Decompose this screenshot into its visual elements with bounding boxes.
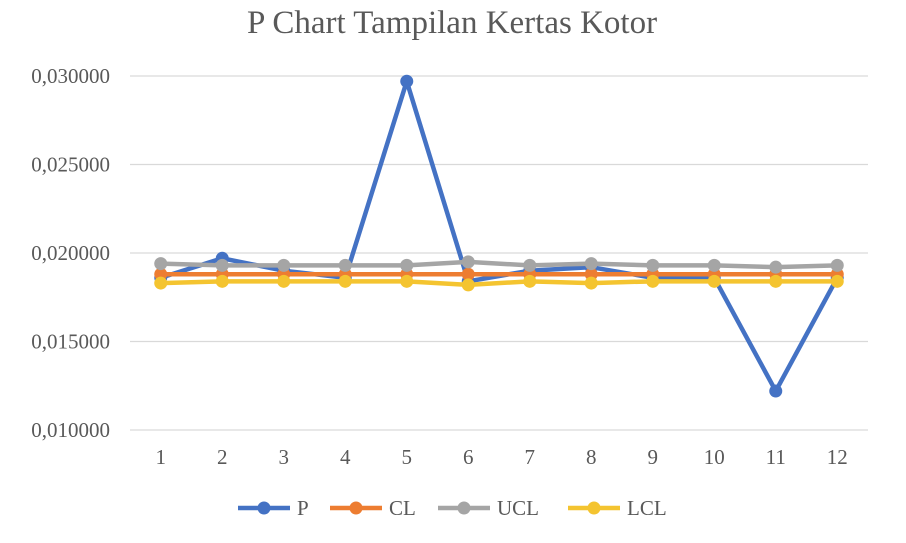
- data-point-lcl: [830, 274, 844, 288]
- data-point-ucl: [461, 255, 475, 269]
- data-point-lcl: [154, 276, 168, 290]
- data-point-cl: [461, 267, 475, 281]
- y-tick-label: 0,025000: [31, 153, 110, 177]
- data-point-ucl: [400, 258, 414, 272]
- legend-swatch-marker: [587, 501, 601, 515]
- data-point-p: [769, 384, 783, 398]
- data-point-ucl: [154, 257, 168, 271]
- x-tick-label: 6: [463, 445, 474, 469]
- x-tick-label: 4: [340, 445, 351, 469]
- series-ucl: [154, 255, 844, 274]
- data-point-lcl: [646, 274, 660, 288]
- legend-swatch-marker: [257, 501, 271, 515]
- data-point-ucl: [707, 258, 721, 272]
- legend-item-lcl: LCL: [568, 496, 667, 520]
- data-point-ucl: [769, 260, 783, 274]
- data-point-ucl: [215, 258, 229, 272]
- series-lcl: [154, 274, 844, 292]
- x-tick-label: 5: [402, 445, 413, 469]
- legend-item-ucl: UCL: [438, 496, 539, 520]
- x-tick-label: 7: [525, 445, 536, 469]
- y-tick-label: 0,020000: [31, 241, 110, 265]
- data-point-lcl: [338, 274, 352, 288]
- legend-label: LCL: [627, 496, 667, 520]
- legend-label: UCL: [497, 496, 539, 520]
- series-line-p: [158, 79, 840, 394]
- data-point-lcl: [215, 274, 229, 288]
- series-line-ucl: [158, 259, 840, 270]
- data-point-ucl: [338, 258, 352, 272]
- data-point-ucl: [646, 258, 660, 272]
- legend-label: CL: [389, 496, 416, 520]
- data-point-lcl: [400, 274, 414, 288]
- x-tick-label: 2: [217, 445, 228, 469]
- x-tick-label: 11: [766, 445, 786, 469]
- y-tick-label: 0,010000: [31, 418, 110, 442]
- x-tick-label: 12: [827, 445, 848, 469]
- data-point-lcl: [277, 274, 291, 288]
- series-line-lcl: [158, 279, 840, 288]
- legend-item-p: P: [238, 496, 309, 520]
- x-tick-label: 1: [156, 445, 167, 469]
- x-tick-label: 3: [279, 445, 290, 469]
- x-tick-label: 8: [586, 445, 597, 469]
- legend: P CL UCL LCL: [238, 496, 667, 520]
- data-point-p: [400, 74, 414, 88]
- chart-title: P Chart Tampilan Kertas Kotor: [247, 5, 657, 41]
- series-p: [154, 74, 844, 398]
- x-tick-label: 10: [704, 445, 725, 469]
- data-point-ucl: [830, 258, 844, 272]
- data-point-lcl: [707, 274, 721, 288]
- data-point-ucl: [277, 258, 291, 272]
- legend-swatch-marker: [349, 501, 363, 515]
- data-point-lcl: [523, 274, 537, 288]
- legend-label: P: [297, 496, 309, 520]
- legend-swatch-marker: [457, 501, 471, 515]
- gridlines: [130, 75, 868, 431]
- y-tick-label: 0,030000: [31, 64, 110, 88]
- x-axis-ticks: 1 2 3 4 5 6 7 8 9 10 11 12: [156, 445, 848, 469]
- series-group: [154, 74, 844, 398]
- data-point-lcl: [461, 278, 475, 292]
- legend-item-cl: CL: [330, 496, 416, 520]
- data-point-ucl: [523, 258, 537, 272]
- y-tick-label: 0,015000: [31, 330, 110, 354]
- x-tick-label: 9: [648, 445, 659, 469]
- y-axis-ticks: 0,010000 0,015000 0,020000 0,025000 0,030000: [31, 64, 110, 442]
- data-point-lcl: [769, 274, 783, 288]
- data-point-lcl: [584, 276, 598, 290]
- series-cl: [154, 267, 844, 281]
- data-point-ucl: [584, 257, 598, 271]
